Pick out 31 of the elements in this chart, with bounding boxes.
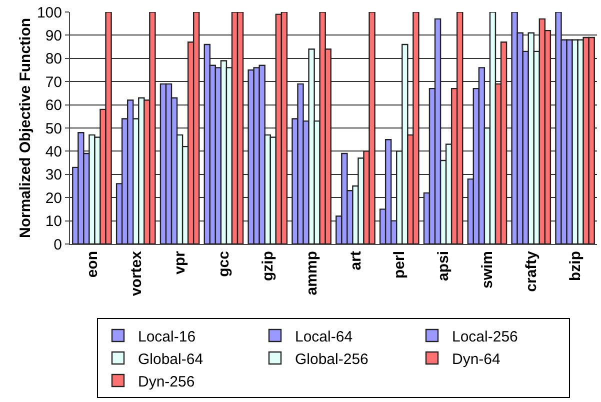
x-tick-label: swim [479, 251, 496, 289]
legend-label: Global-256 [295, 350, 368, 368]
x-tick-label: apsi [435, 251, 452, 282]
x-tick-label: vpr [172, 250, 189, 274]
x-tick-label: perl [391, 251, 408, 279]
legend-label: Dyn-256 [138, 373, 195, 390]
y-tick-label: 60 [45, 97, 62, 114]
y-tick-label: 20 [45, 190, 62, 207]
y-tick-label: 10 [45, 213, 62, 230]
x-tick-label: bzip [566, 251, 584, 281]
legend-label: Local-256 [452, 328, 518, 346]
legend-label: Global-64 [138, 350, 204, 368]
y-tick-label: 70 [45, 74, 62, 91]
y-tick-label: 100 [36, 4, 62, 22]
x-tick-label: art [347, 251, 364, 270]
y-tick-label: 40 [45, 143, 62, 160]
y-tick-label: 30 [45, 166, 62, 184]
x-tick-label: ammp [303, 251, 320, 296]
x-tick-label: eon [84, 251, 101, 278]
legend-label: Dyn-64 [452, 350, 500, 368]
y-tick-label: 90 [45, 27, 62, 44]
y-axis-title: Normalized Objective Function [17, 18, 34, 238]
y-tick-label: 80 [45, 50, 62, 68]
x-tick-label: crafty [522, 250, 540, 292]
y-tick-label: 50 [45, 120, 62, 138]
legend-label: Local-16 [138, 328, 196, 346]
x-tick-label: gzip [260, 251, 277, 281]
y-tick-label: 0 [54, 236, 62, 254]
x-tick-label: vortex [128, 250, 145, 296]
x-tick-label: gcc [216, 251, 233, 277]
legend-label: Local-64 [295, 328, 353, 346]
